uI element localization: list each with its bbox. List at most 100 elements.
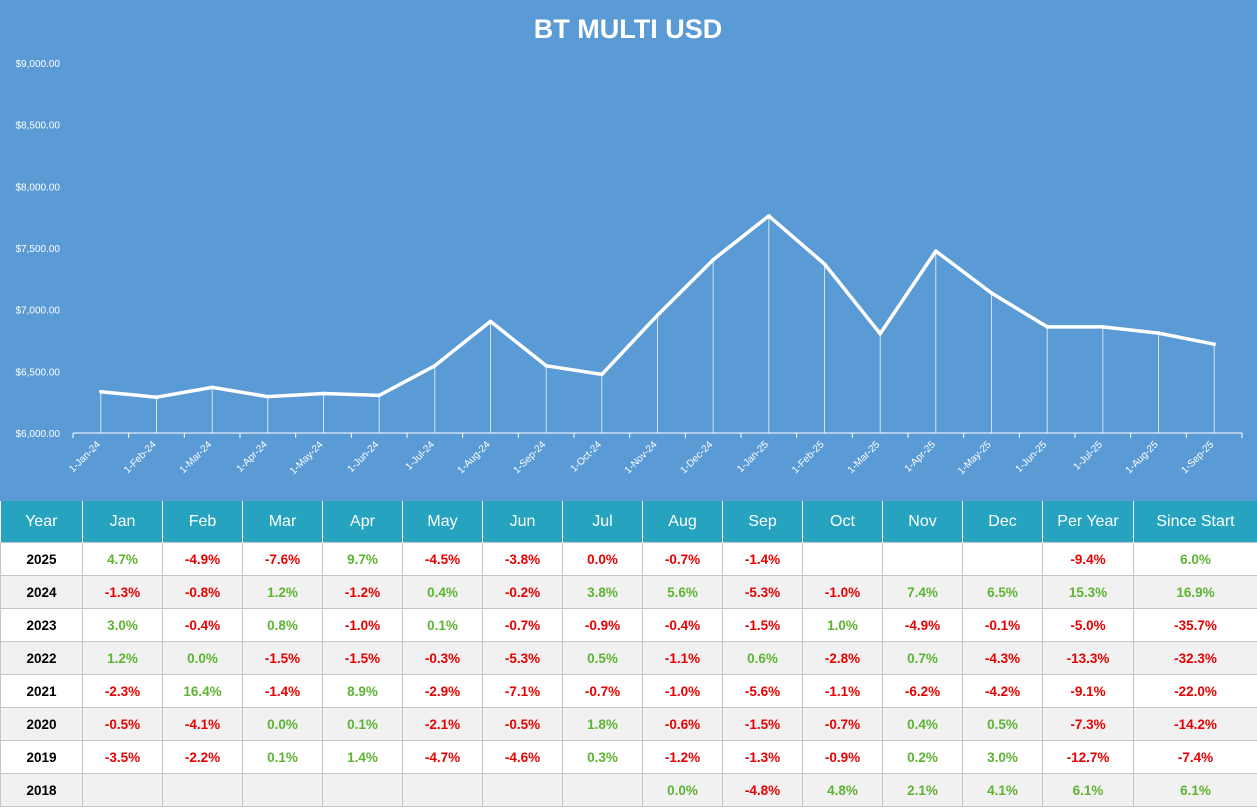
return-cell: -9.1% xyxy=(1042,674,1134,708)
return-cell: -4.3% xyxy=(962,641,1043,675)
x-tick-label: 1-Apr-24 xyxy=(235,439,271,475)
data-point xyxy=(767,214,771,218)
return-cell: -4.8% xyxy=(722,773,803,807)
data-point xyxy=(600,372,604,377)
return-cell: 0.4% xyxy=(402,575,483,609)
return-cell: -7.6% xyxy=(242,542,323,576)
year-cell: 2025 xyxy=(0,542,83,576)
return-cell: 1.4% xyxy=(322,740,403,774)
x-tick-label: 1-Jun-25 xyxy=(1014,439,1050,475)
return-cell: -1.3% xyxy=(82,575,163,609)
return-cell: -4.1% xyxy=(162,707,243,741)
column-header: May xyxy=(402,501,483,543)
column-header: Sep xyxy=(722,501,803,543)
column-header: Jun xyxy=(482,501,563,543)
return-cell xyxy=(162,773,243,807)
return-cell: 16.9% xyxy=(1133,575,1257,609)
return-cell xyxy=(882,542,963,576)
table-row: 2024 -1.3% -0.8% 1.2% -1.2% 0.4% -0.2% 3.8% 5.6%… xyxy=(0,575,1257,609)
return-cell: -0.7% xyxy=(642,542,723,576)
return-cell: -7.1% xyxy=(482,674,563,708)
return-cell: 0.2% xyxy=(882,740,963,774)
return-cell: -1.4% xyxy=(242,674,323,708)
return-cell: 0.6% xyxy=(722,641,803,675)
return-cell: 0.1% xyxy=(242,740,323,774)
x-tick-label: 1-Feb-24 xyxy=(122,439,159,476)
return-cell: -0.5% xyxy=(82,707,163,741)
return-cell: 4.7% xyxy=(82,542,163,576)
data-point xyxy=(544,363,548,368)
return-cell: -1.0% xyxy=(802,575,883,609)
return-cell: 0.4% xyxy=(882,707,963,741)
table-row: 2023 3.0% -0.4% 0.8% -1.0% 0.1% -0.7% -0.9% -0.4… xyxy=(0,608,1257,642)
column-header: Aug xyxy=(642,501,723,543)
return-cell: 3.8% xyxy=(562,575,643,609)
year-cell: 2020 xyxy=(0,707,83,741)
data-point xyxy=(878,331,882,336)
table-row: 2025 4.7% -4.9% -7.6% 9.7% -4.5% -3.8% 0.0% -0.7… xyxy=(0,542,1257,576)
x-tick-label: 1-Aug-25 xyxy=(1124,439,1161,476)
data-point xyxy=(99,389,103,394)
return-cell: -0.8% xyxy=(162,575,243,609)
return-cell: -0.4% xyxy=(162,608,243,642)
column-header: Dec xyxy=(962,501,1043,543)
y-tick-label: $7,000.00 xyxy=(16,306,61,317)
x-tick-label: 1-May-25 xyxy=(956,439,994,477)
return-cell: 0.0% xyxy=(162,641,243,675)
return-cell: 2.1% xyxy=(882,773,963,807)
data-point xyxy=(711,257,715,262)
column-header: Mar xyxy=(242,501,323,543)
chart-title: BT MULTI USD xyxy=(534,14,722,44)
return-cell: -3.8% xyxy=(482,542,563,576)
return-cell: -1.5% xyxy=(322,641,403,675)
x-tick-label: 1-Jan-24 xyxy=(67,439,103,475)
year-cell: 2022 xyxy=(0,641,83,675)
x-tick-label: 1-Sep-24 xyxy=(511,439,548,476)
table-row: 2020 -0.5% -4.1% 0.0% 0.1% -2.1% -0.5% 1.8% -0.6… xyxy=(0,707,1257,741)
x-tick-label: 1-Jul-24 xyxy=(404,439,438,473)
return-cell: -4.2% xyxy=(962,674,1043,708)
table-row: 2018 0.0% -4.8% 4.8% 2.1% 4.1% 6.1% 6.1% xyxy=(0,773,1257,807)
return-cell: 8.9% xyxy=(322,674,403,708)
x-tick-label: 1-Jan-25 xyxy=(735,439,771,475)
return-cell: -2.9% xyxy=(402,674,483,708)
column-header: Jul xyxy=(562,501,643,543)
year-cell: 2018 xyxy=(0,773,83,807)
y-tick-label: $6,000.00 xyxy=(16,429,61,440)
data-point xyxy=(1045,325,1049,329)
x-tick-label: 1-Oct-24 xyxy=(569,439,605,475)
data-point xyxy=(655,313,660,318)
return-cell: -0.2% xyxy=(482,575,563,609)
data-point xyxy=(210,385,214,390)
return-cell: -0.1% xyxy=(962,608,1043,642)
data-point xyxy=(433,363,437,368)
data-point xyxy=(822,262,827,266)
data-point xyxy=(377,393,381,398)
column-header: Oct xyxy=(802,501,883,543)
y-tick-label: $8,000.00 xyxy=(16,182,61,193)
return-cell: 0.1% xyxy=(322,707,403,741)
return-cell: -0.7% xyxy=(482,608,563,642)
return-cell: 0.3% xyxy=(562,740,643,774)
return-cell: -7.3% xyxy=(1042,707,1134,741)
return-cell: -3.5% xyxy=(82,740,163,774)
column-header: Feb xyxy=(162,501,243,543)
table-row: 2021 -2.3% 16.4% -1.4% 8.9% -2.9% -7.1% -0.7% -1… xyxy=(0,674,1257,708)
return-cell: -35.7% xyxy=(1133,608,1257,642)
y-tick-label: $9,000.00 xyxy=(16,59,61,70)
return-cell: -0.7% xyxy=(802,707,883,741)
return-cell: 0.0% xyxy=(242,707,323,741)
data-point xyxy=(1212,342,1216,347)
return-cell: 3.0% xyxy=(82,608,163,642)
return-cell: 0.0% xyxy=(562,542,643,576)
return-cell xyxy=(322,773,403,807)
data-point xyxy=(321,391,326,396)
data-point xyxy=(154,395,159,400)
x-tick-label: 1-May-24 xyxy=(288,439,326,477)
data-point xyxy=(989,291,994,295)
return-cell: -4.9% xyxy=(162,542,243,576)
column-header: Jan xyxy=(82,501,163,543)
return-cell: 0.7% xyxy=(882,641,963,675)
return-cell: 6.0% xyxy=(1133,542,1257,576)
returns-table-container: Year Jan Feb Mar Apr May Jun Jul Aug Sep Oct Nov Dec… xyxy=(0,501,1257,807)
